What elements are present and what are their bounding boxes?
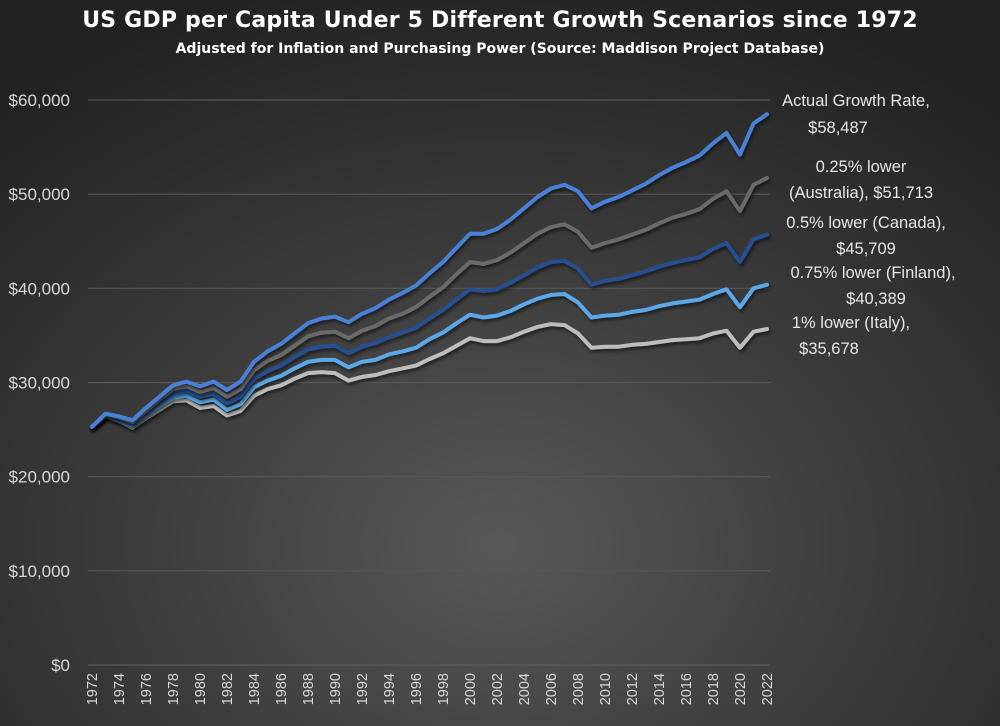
x-tick-label: 2008 [571, 673, 587, 705]
x-tick-label: 2002 [490, 673, 506, 705]
x-tick-label: 2004 [517, 673, 533, 705]
x-tick-label: 1986 [274, 673, 290, 705]
y-tick-label: $10,000 [9, 562, 70, 581]
y-axis-ticks: $0 $10,000 $20,000 $30,000 $40,000 $50,000 $60… [9, 91, 70, 675]
x-tick-label: 1998 [436, 673, 452, 705]
x-tick-label: 1982 [220, 673, 236, 705]
data-label-0: $58,487 [808, 119, 868, 137]
x-tick-label: 2012 [625, 673, 641, 705]
x-tick-label: 1972 [85, 673, 101, 705]
x-tick-label: 1984 [247, 673, 263, 705]
gridlines [88, 99, 770, 666]
chart-subtitle: Adjusted for Inflation and Purchasing Po… [175, 41, 825, 57]
x-tick-label: 1994 [382, 673, 398, 705]
x-tick-label: 1980 [193, 673, 209, 705]
data-label-4: $35,678 [799, 340, 859, 358]
data-label-0: Actual Growth Rate, [782, 92, 930, 110]
y-tick-label: $30,000 [9, 374, 70, 393]
x-tick-label: 1978 [166, 673, 182, 705]
data-label-4: 1% lower (Italy), [792, 314, 910, 332]
chart-title: US GDP per Capita Under 5 Different Grow… [82, 8, 918, 33]
y-tick-label: $20,000 [9, 468, 70, 487]
x-tick-label: 2020 [733, 673, 749, 705]
x-tick-label: 2010 [598, 673, 614, 705]
data-label-2: 0.5% lower (Canada), [786, 214, 946, 232]
x-tick-label: 2022 [760, 673, 776, 705]
data-label-1: (Australia), $51,713 [789, 184, 933, 202]
x-tick-label: 1988 [301, 673, 317, 705]
y-tick-label: $60,000 [9, 91, 70, 110]
data-label-2: $45,709 [836, 240, 896, 258]
x-tick-label: 1974 [112, 673, 128, 705]
data-label-3: 0.75% lower (Finland), [790, 264, 955, 282]
x-tick-label: 2006 [544, 673, 560, 705]
x-tick-label: 1976 [139, 673, 155, 705]
x-tick-label: 2018 [706, 673, 722, 705]
series-line-0 [90, 112, 769, 429]
x-tick-label: 2000 [463, 673, 479, 705]
series-lines [90, 112, 769, 430]
data-label-1: 0.25% lower [816, 158, 907, 176]
data-label-3: $40,389 [846, 290, 906, 308]
x-tick-label: 2014 [652, 673, 668, 705]
x-axis-ticks: 1972 1974 1976 1978 1980 1982 1984 1986 1988 1990… [85, 673, 776, 705]
data-labels: Actual Growth Rate, $58,487 0.25% lower (Au… [782, 92, 955, 358]
x-tick-label: 1990 [328, 673, 344, 705]
y-tick-label: $0 [51, 656, 70, 675]
y-tick-label: $40,000 [9, 279, 70, 298]
y-tick-label: $50,000 [9, 185, 70, 204]
series-line-3 [90, 282, 769, 429]
x-tick-label: 1992 [355, 673, 371, 705]
series-line-4 [90, 322, 769, 430]
x-tick-label: 1996 [409, 673, 425, 705]
series-line-1 [90, 176, 769, 429]
series-line-2 [90, 232, 769, 429]
x-tick-label: 2016 [679, 673, 695, 705]
